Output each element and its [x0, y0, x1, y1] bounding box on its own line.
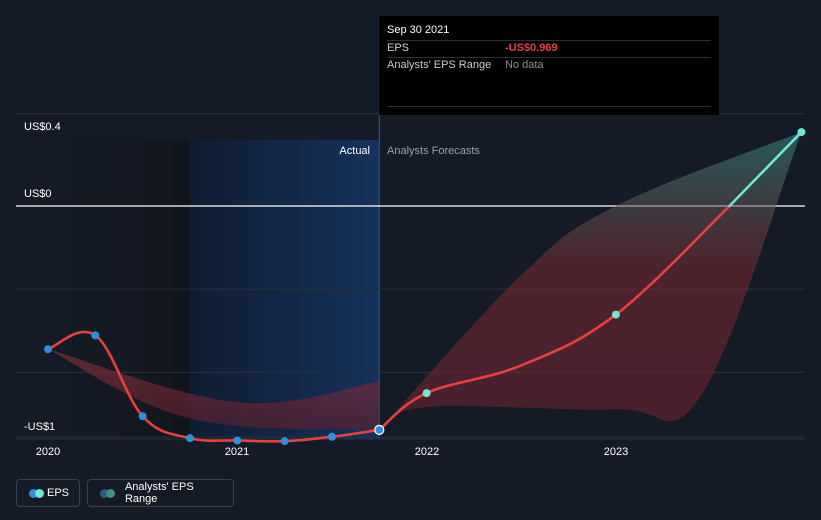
- eps-actual-point: [91, 331, 100, 340]
- eps-forecast-point: [797, 128, 806, 137]
- tooltip-date: Sep 30 2021: [387, 24, 450, 36]
- legend-range-label: Analysts' EPS Range: [124, 481, 194, 505]
- range-layer: [48, 132, 802, 430]
- background-layer: [16, 16, 380, 439]
- legend-eps-label: EPS: [46, 487, 69, 499]
- marker-layer: [44, 128, 806, 446]
- tooltip-range-label: Analysts' EPS Range: [387, 59, 492, 71]
- eps-actual-point: [233, 436, 242, 445]
- eps-selected-point: [374, 424, 385, 435]
- eps-actual-line: [46, 330, 381, 443]
- eps-range-area-future: [379, 132, 802, 430]
- eps-forecast-line: [377, 204, 731, 432]
- eps-forecast-point: [422, 389, 431, 398]
- legend-eps-button[interactable]: EPS: [16, 479, 80, 507]
- forecast-region-label: Analysts Forecasts: [387, 145, 480, 157]
- eps-forecast-point: [611, 310, 620, 319]
- eps-actual-point: [327, 432, 336, 441]
- eps-range-area-past: [48, 349, 380, 430]
- eps-actual-point: [185, 434, 194, 443]
- eps-actual-point: [280, 437, 289, 446]
- line-layer: [46, 130, 803, 443]
- tooltip-range-value: No data: [505, 59, 544, 71]
- eps-actual-point: [44, 345, 52, 354]
- tooltip-eps-label: EPS: [387, 42, 410, 54]
- y-tick-label-0.4: US$0.4: [24, 121, 61, 133]
- actual-region-label: Actual: [339, 145, 370, 157]
- x-tick-label-2022: 2022: [414, 446, 440, 458]
- eps-actual-point: [138, 412, 147, 421]
- legend-range-button[interactable]: Analysts' EPS Range: [87, 479, 234, 507]
- y-tick-label-neg1: -US$1: [24, 421, 56, 433]
- x-tick-label-2023: 2023: [603, 446, 629, 458]
- x-tick-label-2020: 2020: [35, 446, 61, 458]
- tooltip-eps-value: -US$0.969: [505, 42, 558, 54]
- x-tick-label-2021: 2021: [224, 446, 250, 458]
- data-tooltip: Sep 30 2021 EPS -US$0.969 Analysts' EPS …: [379, 16, 719, 115]
- tooltip-divider: [387, 106, 711, 107]
- tooltip-divider: [387, 40, 711, 41]
- y-tick-label-0: US$0: [24, 188, 52, 200]
- eps-forecast-line-positive: [728, 130, 803, 208]
- tooltip-divider: [387, 57, 711, 58]
- legend-range-icon: [100, 488, 117, 498]
- legend-eps-icon: [29, 488, 44, 498]
